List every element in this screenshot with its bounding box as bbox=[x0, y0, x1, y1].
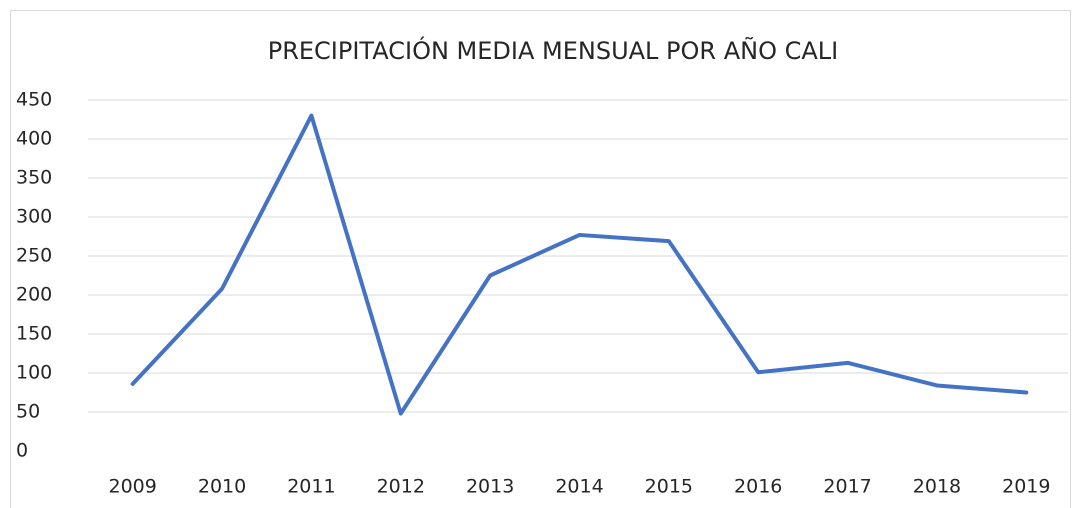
y-tick-label: 0 bbox=[16, 440, 28, 462]
x-tick-label: 2013 bbox=[466, 476, 514, 498]
y-tick-label: 350 bbox=[16, 167, 52, 189]
x-tick-label: 2014 bbox=[555, 476, 603, 498]
x-tick-label: 2018 bbox=[913, 476, 961, 498]
x-tick-label: 2010 bbox=[198, 476, 246, 498]
y-tick-label: 400 bbox=[16, 128, 52, 150]
y-tick-label: 150 bbox=[16, 323, 52, 345]
x-tick-label: 2017 bbox=[823, 476, 871, 498]
x-tick-label: 2016 bbox=[734, 476, 782, 498]
y-tick-label: 250 bbox=[16, 245, 52, 267]
x-tick-label: 2011 bbox=[287, 476, 335, 498]
y-tick-label: 200 bbox=[16, 284, 52, 306]
x-tick-label: 2019 bbox=[1002, 476, 1050, 498]
chart-title: PRECIPITACIÓN MEDIA MENSUAL POR AÑO CALI bbox=[268, 35, 839, 65]
x-tick-label: 2009 bbox=[109, 476, 157, 498]
y-tick-label: 100 bbox=[16, 362, 52, 384]
chart-border bbox=[10, 10, 1071, 508]
x-tick-label: 2015 bbox=[645, 476, 693, 498]
x-tick-label: 2012 bbox=[377, 476, 425, 498]
line-series bbox=[130, 113, 1029, 416]
y-tick-label: 50 bbox=[16, 401, 40, 423]
y-tick-label: 300 bbox=[16, 206, 52, 228]
y-tick-label: 450 bbox=[16, 89, 52, 111]
